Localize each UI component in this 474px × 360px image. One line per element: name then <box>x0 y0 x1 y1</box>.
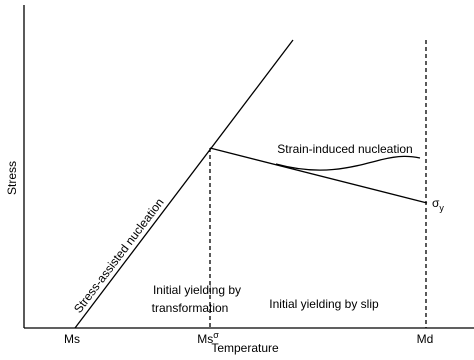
yield-sigma: σ <box>432 196 440 210</box>
transformation-line-1: Initial yielding by <box>153 283 241 297</box>
ms-sigma-sup: σ <box>213 330 219 340</box>
yield-label: σy <box>432 196 444 213</box>
ms-label: Ms <box>64 332 80 346</box>
md-label: Md <box>417 332 434 346</box>
ms-sigma-base: Ms <box>197 332 213 346</box>
leader-curve <box>275 155 421 171</box>
ms-sigma-label: Msσ <box>197 330 219 346</box>
stress-assisted-line <box>74 39 294 329</box>
strain-induced-label: Strain-induced nucleation <box>277 142 412 156</box>
x-label: Temperature <box>211 341 279 355</box>
transformation-line-2: transformation <box>152 301 229 315</box>
axes <box>23 5 474 329</box>
y-label: Stress <box>5 161 19 195</box>
stress-assisted-label: Stress-assisted nucleation <box>71 196 167 316</box>
slip-label: Initial yielding by slip <box>269 297 379 311</box>
yield-line <box>209 147 428 204</box>
yield-sub: y <box>439 203 444 213</box>
